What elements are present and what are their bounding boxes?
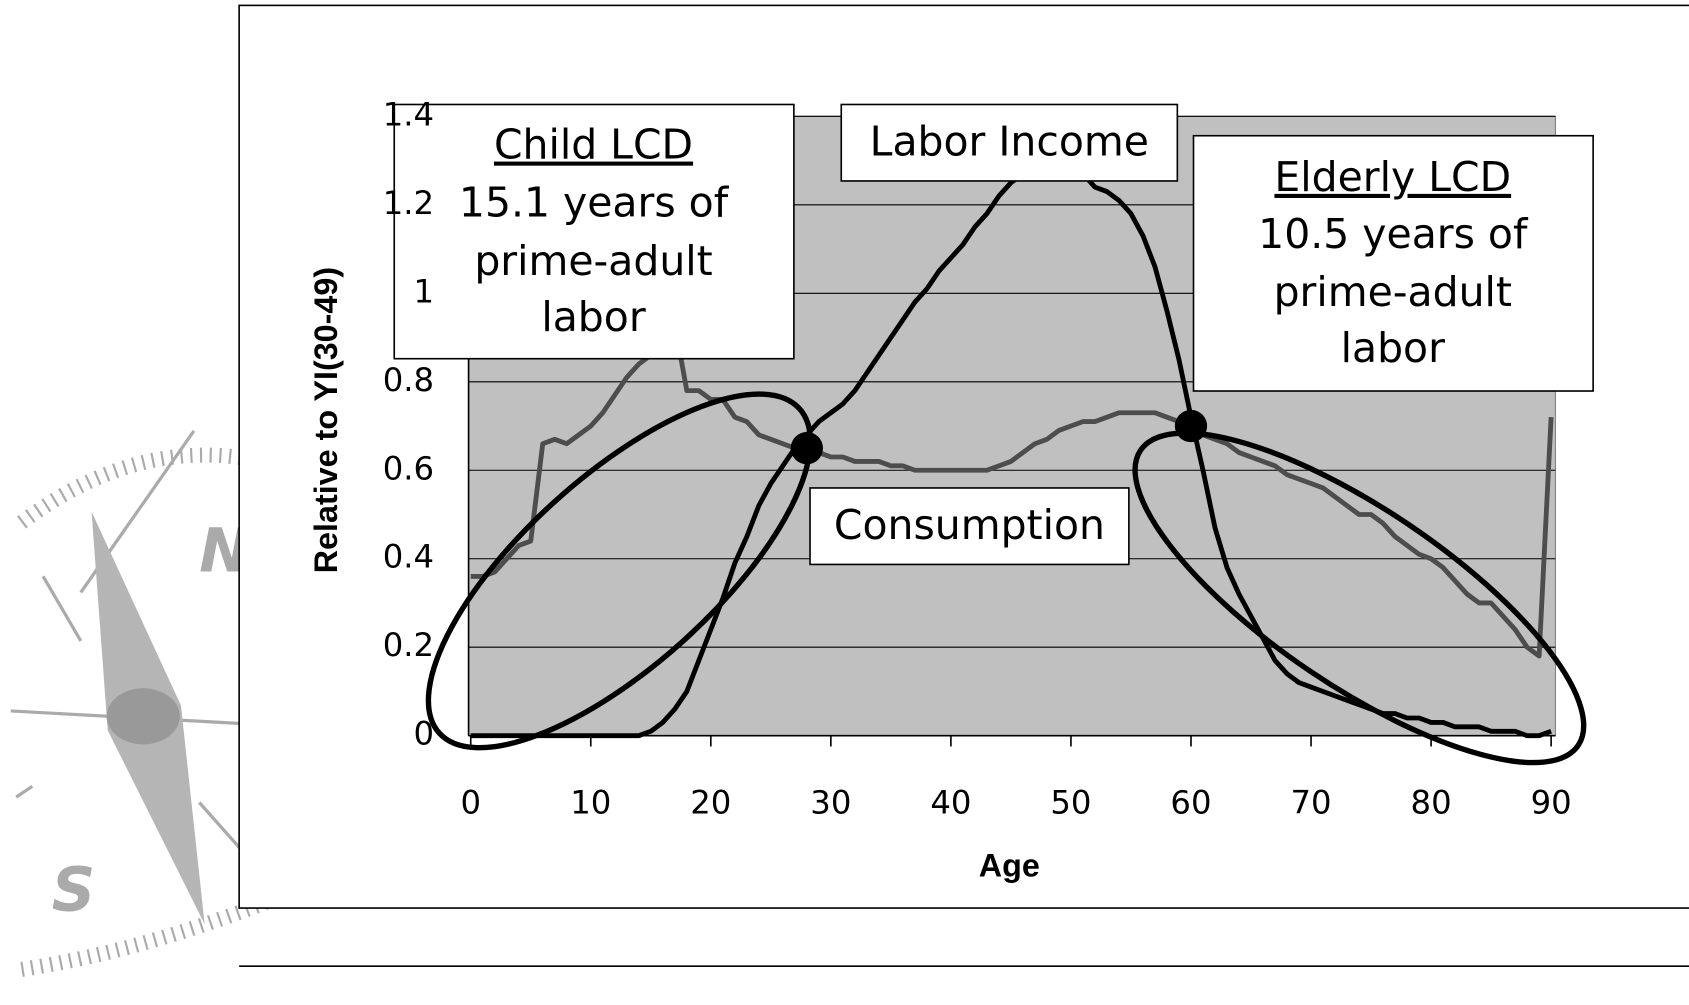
annotation-title: Child LCD [494,121,693,169]
annotation-line: prime-adult [1274,268,1512,316]
y-tick-label: 1 [414,272,435,310]
annotation-line: 10.5 years of [1258,210,1529,258]
y-tick-label: 1.4 [383,95,434,133]
x-tick-label: 20 [690,784,731,822]
x-tick-label: 80 [1411,784,1452,822]
y-tick-label: 0.4 [383,538,434,576]
annotation-title: Elderly LCD [1274,153,1511,201]
y-tick-label: 0.6 [383,449,434,487]
annotation-line: 15.1 years of [459,179,730,227]
svg-text:S: S [52,856,95,926]
y-tick-label: 0.8 [383,361,434,399]
page: N S Age Relative to YI(30-49) Child LCD … [0,0,1689,1005]
x-tick-label: 60 [1170,784,1211,822]
annotation-line: prime-adult [474,237,712,285]
x-tick-label: 70 [1290,784,1331,822]
x-tick-label: 0 [460,784,481,822]
elderly-box: Elderly LCD 10.5 years of prime-adult la… [1194,136,1594,391]
x-axis-title: Age [979,848,1040,884]
annotation-line: labor [1341,324,1445,372]
series-label: Consumption [834,501,1105,549]
x-tick-label: 10 [570,784,611,822]
consumption-label: Consumption [810,488,1129,564]
annotation-line: labor [541,293,645,341]
x-tick-label: 90 [1531,784,1572,822]
labor-label: Labor Income [841,104,1177,180]
y-axis-title: Relative to YI(30-49) [308,267,344,573]
y-tick-label: 0.2 [383,626,434,664]
crossing-point [1175,410,1207,442]
x-tick-label: 50 [1050,784,1091,822]
slide: N S Age Relative to YI(30-49) Child LCD … [0,0,1689,1005]
x-tick-label: 30 [810,784,851,822]
y-tick-label: 1.2 [383,184,434,222]
child-box: Child LCD 15.1 years of prime-adult labo… [394,104,794,358]
x-tick-label: 40 [930,784,971,822]
series-label: Labor Income [870,117,1149,165]
y-tick-label: 0 [414,715,435,753]
